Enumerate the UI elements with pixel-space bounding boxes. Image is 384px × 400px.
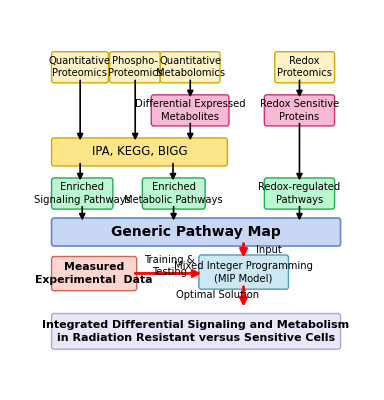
Text: Enriched
Signaling Pathways: Enriched Signaling Pathways	[34, 182, 131, 205]
Text: Quantitative
Proteomics: Quantitative Proteomics	[49, 56, 111, 78]
Text: Redox
Proteomics: Redox Proteomics	[277, 56, 332, 78]
FancyBboxPatch shape	[264, 178, 334, 209]
FancyBboxPatch shape	[51, 314, 341, 349]
FancyBboxPatch shape	[51, 52, 108, 83]
FancyBboxPatch shape	[51, 218, 341, 246]
Text: IPA, KEGG, BIGG: IPA, KEGG, BIGG	[92, 146, 187, 158]
Text: Redox-regulated
Pathways: Redox-regulated Pathways	[258, 182, 341, 205]
Text: Integrated Differential Signaling and Metabolism
in Radiation Resistant versus S: Integrated Differential Signaling and Me…	[43, 320, 349, 342]
FancyBboxPatch shape	[264, 95, 334, 126]
Text: Differential Expressed
Metabolites: Differential Expressed Metabolites	[135, 99, 245, 122]
Text: Phospho-
Proteomics: Phospho- Proteomics	[108, 56, 162, 78]
Text: Enriched
Metabolic Pathways: Enriched Metabolic Pathways	[124, 182, 223, 205]
FancyBboxPatch shape	[199, 255, 288, 289]
Text: Training &
Testing: Training & Testing	[144, 255, 195, 277]
FancyBboxPatch shape	[160, 52, 220, 83]
FancyBboxPatch shape	[275, 52, 334, 83]
Text: Optimal Solution: Optimal Solution	[176, 290, 259, 300]
FancyBboxPatch shape	[51, 138, 227, 166]
FancyBboxPatch shape	[51, 178, 113, 209]
Text: Input: Input	[257, 245, 282, 255]
Text: Quantitative
Metabolomics: Quantitative Metabolomics	[156, 56, 225, 78]
Text: Measured
Experimental  Data: Measured Experimental Data	[35, 262, 153, 285]
FancyBboxPatch shape	[151, 95, 229, 126]
Text: Mixed Integer Programming
(MIP Model): Mixed Integer Programming (MIP Model)	[174, 261, 313, 283]
FancyBboxPatch shape	[109, 52, 161, 83]
FancyBboxPatch shape	[142, 178, 205, 209]
Text: Redox Sensitive
Proteins: Redox Sensitive Proteins	[260, 99, 339, 122]
FancyBboxPatch shape	[51, 256, 137, 291]
Text: Generic Pathway Map: Generic Pathway Map	[111, 225, 281, 239]
